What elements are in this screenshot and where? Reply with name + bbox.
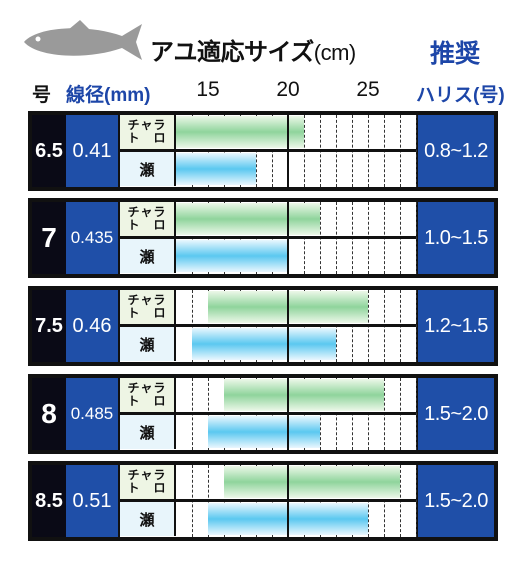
x-tick-label: 20 bbox=[276, 78, 300, 101]
bar-grid: チャラト ロ瀬 bbox=[120, 202, 433, 274]
size-row: 7.5 0.46 チャラト ロ瀬 1.2~1.5 bbox=[28, 286, 498, 366]
harisu-cell: 1.0~1.5 bbox=[418, 202, 494, 274]
row-separator bbox=[120, 149, 416, 152]
header-harisu: ハリス(号) bbox=[416, 85, 505, 106]
bar-grid: チャラト ロ瀬 bbox=[120, 290, 433, 362]
harisu-cell: 1.2~1.5 bbox=[418, 290, 494, 362]
chart-title: アユ適応サイズ(cm) bbox=[150, 32, 356, 67]
size-row: 6.5 0.41 チャラト ロ瀬 0.8~1.2 bbox=[28, 111, 498, 191]
label-chara-toro: チャラト ロ bbox=[120, 378, 176, 412]
se-bar bbox=[208, 416, 320, 448]
harisu-cell: 1.5~2.0 bbox=[418, 378, 494, 450]
label-se: 瀬 bbox=[120, 239, 176, 273]
label-se: 瀬 bbox=[120, 327, 176, 361]
bar-grid: チャラト ロ瀬 bbox=[120, 465, 433, 537]
chart-title-unit: (cm) bbox=[313, 40, 356, 65]
grid-line bbox=[416, 115, 417, 187]
gou-cell: 7 bbox=[32, 202, 66, 274]
label-se: 瀬 bbox=[120, 502, 176, 536]
grid-line bbox=[416, 378, 417, 450]
row-separator bbox=[120, 412, 416, 415]
recommend-label: 推奨 bbox=[430, 40, 481, 68]
gou-cell: 8 bbox=[32, 378, 66, 450]
se-bar bbox=[192, 328, 336, 360]
se-bar bbox=[176, 240, 288, 272]
label-chara-toro: チャラト ロ bbox=[120, 290, 176, 324]
x-tick-label: 25 bbox=[356, 78, 380, 101]
fish-icon bbox=[24, 20, 142, 60]
harisu-cell: 0.8~1.2 bbox=[418, 115, 494, 187]
mark-20cm-line bbox=[287, 378, 289, 450]
label-chara-toro: チャラト ロ bbox=[120, 115, 176, 149]
se-bar bbox=[176, 153, 256, 185]
size-row: 7 0.435 チャラト ロ瀬 1.0~1.5 bbox=[28, 198, 498, 278]
gou-cell: 8.5 bbox=[32, 465, 66, 537]
bar-grid: チャラト ロ瀬 bbox=[120, 115, 433, 187]
size-row: 8.5 0.51 チャラト ロ瀬 1.5~2.0 bbox=[28, 461, 498, 541]
sen-cell: 0.41 bbox=[66, 115, 118, 187]
gou-cell: 7.5 bbox=[32, 290, 66, 362]
header-sen: 線径(mm) bbox=[66, 85, 151, 106]
mark-20cm-line bbox=[287, 290, 289, 362]
label-chara-toro: チャラト ロ bbox=[120, 465, 176, 499]
x-tick-label: 15 bbox=[196, 78, 220, 101]
chart-title-text: アユ適応サイズ bbox=[150, 39, 314, 66]
grid-line bbox=[416, 465, 417, 537]
grid-line bbox=[416, 290, 417, 362]
harisu-cell: 1.5~2.0 bbox=[418, 465, 494, 537]
header-gou: 号 bbox=[32, 85, 52, 106]
bar-grid: チャラト ロ瀬 bbox=[120, 378, 433, 450]
label-se: 瀬 bbox=[120, 415, 176, 449]
sen-cell: 0.485 bbox=[66, 378, 118, 450]
mark-20cm-line bbox=[287, 115, 289, 187]
row-separator bbox=[120, 236, 416, 239]
label-chara-toro: チャラト ロ bbox=[120, 202, 176, 236]
label-se: 瀬 bbox=[120, 152, 176, 186]
gou-cell: 6.5 bbox=[32, 115, 66, 187]
mark-20cm-line bbox=[287, 202, 289, 274]
row-separator bbox=[120, 499, 416, 502]
chara-toro-bar bbox=[176, 116, 304, 148]
row-separator bbox=[120, 324, 416, 327]
sen-cell: 0.435 bbox=[66, 202, 118, 274]
chara-toro-bar bbox=[224, 379, 384, 411]
grid-line bbox=[416, 202, 417, 274]
sen-cell: 0.51 bbox=[66, 465, 118, 537]
sen-cell: 0.46 bbox=[66, 290, 118, 362]
chara-toro-bar bbox=[224, 466, 400, 498]
chara-toro-bar bbox=[176, 203, 320, 235]
size-row: 8 0.485 チャラト ロ瀬 1.5~2.0 bbox=[28, 374, 498, 454]
mark-20cm-line bbox=[287, 465, 289, 537]
